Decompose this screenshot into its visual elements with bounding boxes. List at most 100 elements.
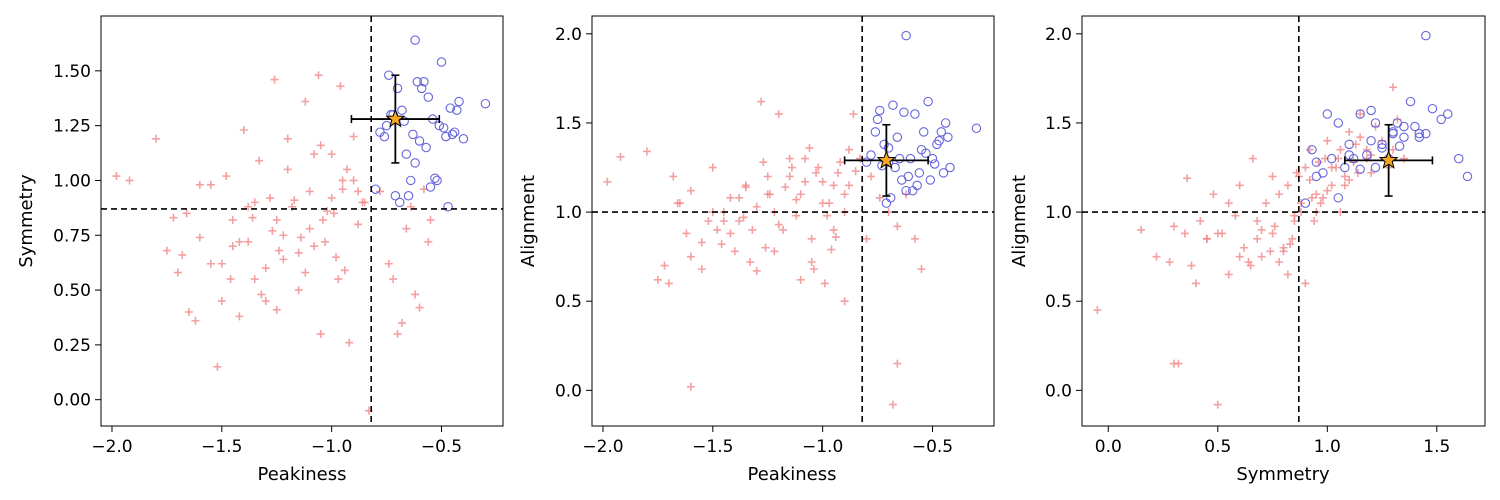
data-point-plus — [616, 152, 625, 161]
data-point-plus — [1191, 279, 1200, 288]
data-point-plus — [345, 338, 354, 347]
data-point-circle — [399, 116, 409, 126]
data-point-plus — [217, 259, 226, 268]
data-point-plus — [329, 209, 338, 218]
data-point-plus — [1301, 163, 1310, 172]
data-point-plus — [829, 225, 838, 234]
data-point-circle — [458, 134, 469, 144]
data-point-plus — [327, 150, 336, 159]
data-point-plus — [1257, 225, 1266, 234]
data-point-plus — [162, 246, 171, 255]
data-point-circle — [410, 158, 420, 168]
data-point-plus — [801, 177, 810, 186]
centroid-star-marker — [876, 149, 897, 169]
data-point-plus — [829, 181, 838, 190]
data-point-plus — [173, 268, 182, 277]
data-point-plus — [818, 177, 827, 186]
data-point-plus — [726, 193, 735, 202]
data-point-plus — [332, 253, 341, 262]
data-point-plus — [334, 275, 343, 284]
x-tick-label: −0.5 — [421, 437, 462, 457]
data-point-circle — [1443, 109, 1453, 119]
data-point-plus — [235, 237, 244, 246]
data-point-plus — [1270, 222, 1279, 231]
data-point-plus — [1224, 199, 1233, 208]
data-point-plus — [823, 211, 832, 220]
data-point-plus — [836, 158, 845, 167]
x-tick-label: −1.5 — [201, 437, 242, 457]
x-tick-label: 0.0 — [1095, 437, 1122, 457]
data-point-circle — [872, 114, 883, 125]
data-point-plus — [239, 126, 248, 135]
data-point-plus — [283, 134, 292, 143]
data-point-plus — [151, 134, 160, 143]
data-point-plus — [675, 199, 684, 208]
data-point-circle — [901, 30, 911, 41]
data-point-plus — [862, 234, 871, 243]
data-point-plus — [603, 177, 612, 186]
data-point-plus — [866, 172, 875, 181]
y-tick-label: 0.50 — [53, 281, 91, 301]
data-point-circle — [447, 129, 458, 140]
y-tick-label: 0.5 — [1045, 292, 1072, 312]
data-point-plus — [279, 231, 288, 240]
data-point-circle — [1427, 103, 1438, 114]
data-point-plus — [1314, 158, 1323, 167]
data-point-plus — [206, 180, 215, 189]
data-point-circle — [1307, 144, 1317, 155]
y-tick-label: 0.25 — [53, 336, 91, 356]
data-point-plus — [726, 229, 735, 238]
data-point-plus — [296, 233, 305, 242]
data-point-plus — [1305, 176, 1314, 184]
data-point-plus — [316, 141, 325, 150]
data-point-plus — [851, 167, 860, 176]
data-point-plus — [1301, 279, 1310, 288]
data-point-plus — [338, 185, 347, 194]
data-point-plus — [318, 215, 327, 224]
data-point-plus — [1327, 163, 1336, 172]
y-tick-label: 1.25 — [53, 117, 91, 137]
data-point-plus — [226, 275, 235, 284]
data-point-plus — [1323, 136, 1332, 145]
panel-symmetry-vs-alignment: Symmetry Alignment 0.0 0.5 1.0 1.5 0.0 0.5 1.0… — [1009, 15, 1486, 485]
data-point-plus — [112, 172, 121, 181]
data-point-plus — [301, 268, 310, 277]
data-point-circle — [425, 182, 436, 192]
data-point-plus — [664, 279, 673, 288]
data-point-plus — [686, 382, 695, 391]
data-point-circle — [1340, 162, 1350, 173]
y-tick-label: 2.0 — [1045, 25, 1072, 45]
data-point-plus — [1310, 217, 1319, 225]
data-point-plus — [774, 220, 783, 229]
data-point-plus — [169, 213, 178, 222]
data-point-plus — [893, 359, 902, 368]
data-point-plus — [272, 305, 281, 314]
data-point-circle — [395, 197, 405, 208]
data-point-circle — [870, 127, 881, 137]
data-point-circle — [1436, 114, 1446, 125]
data-point-plus — [741, 183, 750, 192]
data-point-plus — [310, 150, 319, 159]
data-point-circle — [914, 168, 925, 178]
data-point-plus — [1231, 211, 1240, 220]
data-point-circle — [918, 127, 929, 137]
data-point-plus — [426, 215, 435, 224]
data-point-plus — [779, 225, 788, 234]
axes-frame — [591, 15, 995, 427]
data-point-plus — [354, 187, 363, 196]
data-point-plus — [746, 258, 755, 266]
data-point-plus — [792, 195, 801, 204]
data-point-plus — [257, 290, 266, 299]
data-point-circle — [414, 136, 425, 146]
data-point-plus — [807, 258, 816, 266]
y-tick-label: 0.0 — [555, 381, 582, 401]
data-point-circle — [436, 57, 447, 67]
data-point-plus — [235, 312, 244, 321]
data-point-circle — [1377, 139, 1387, 150]
data-point-plus — [1389, 145, 1398, 154]
data-point-plus — [1279, 247, 1288, 256]
data-point-circle — [1377, 143, 1387, 153]
data-point-plus — [384, 259, 393, 268]
data-point-plus — [752, 202, 761, 211]
data-point-plus — [397, 318, 406, 327]
